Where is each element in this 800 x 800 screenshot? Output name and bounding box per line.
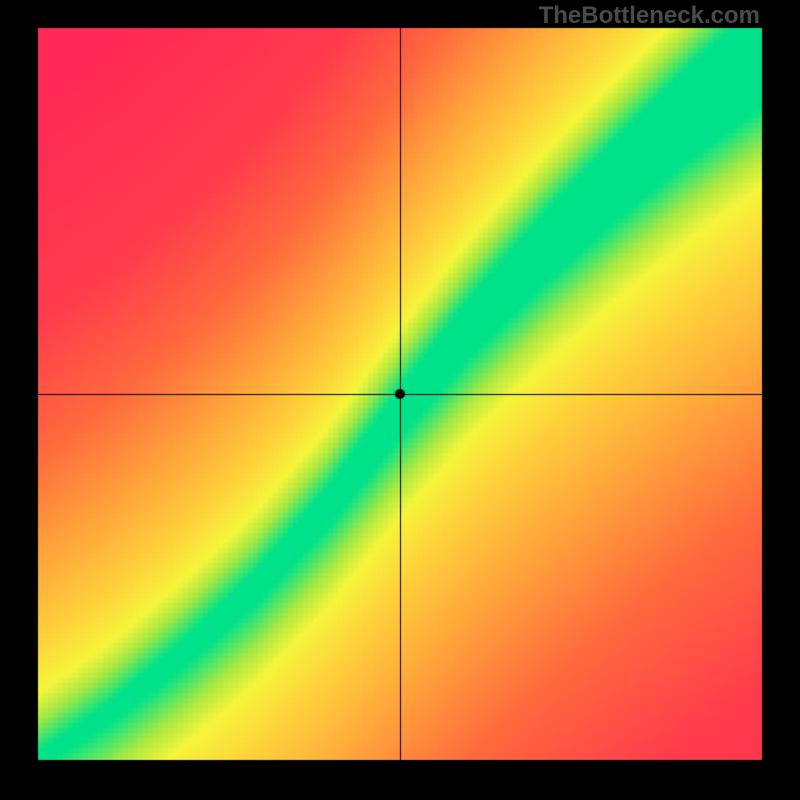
bottleneck-heatmap bbox=[0, 0, 800, 800]
watermark-text: TheBottleneck.com bbox=[539, 2, 760, 30]
